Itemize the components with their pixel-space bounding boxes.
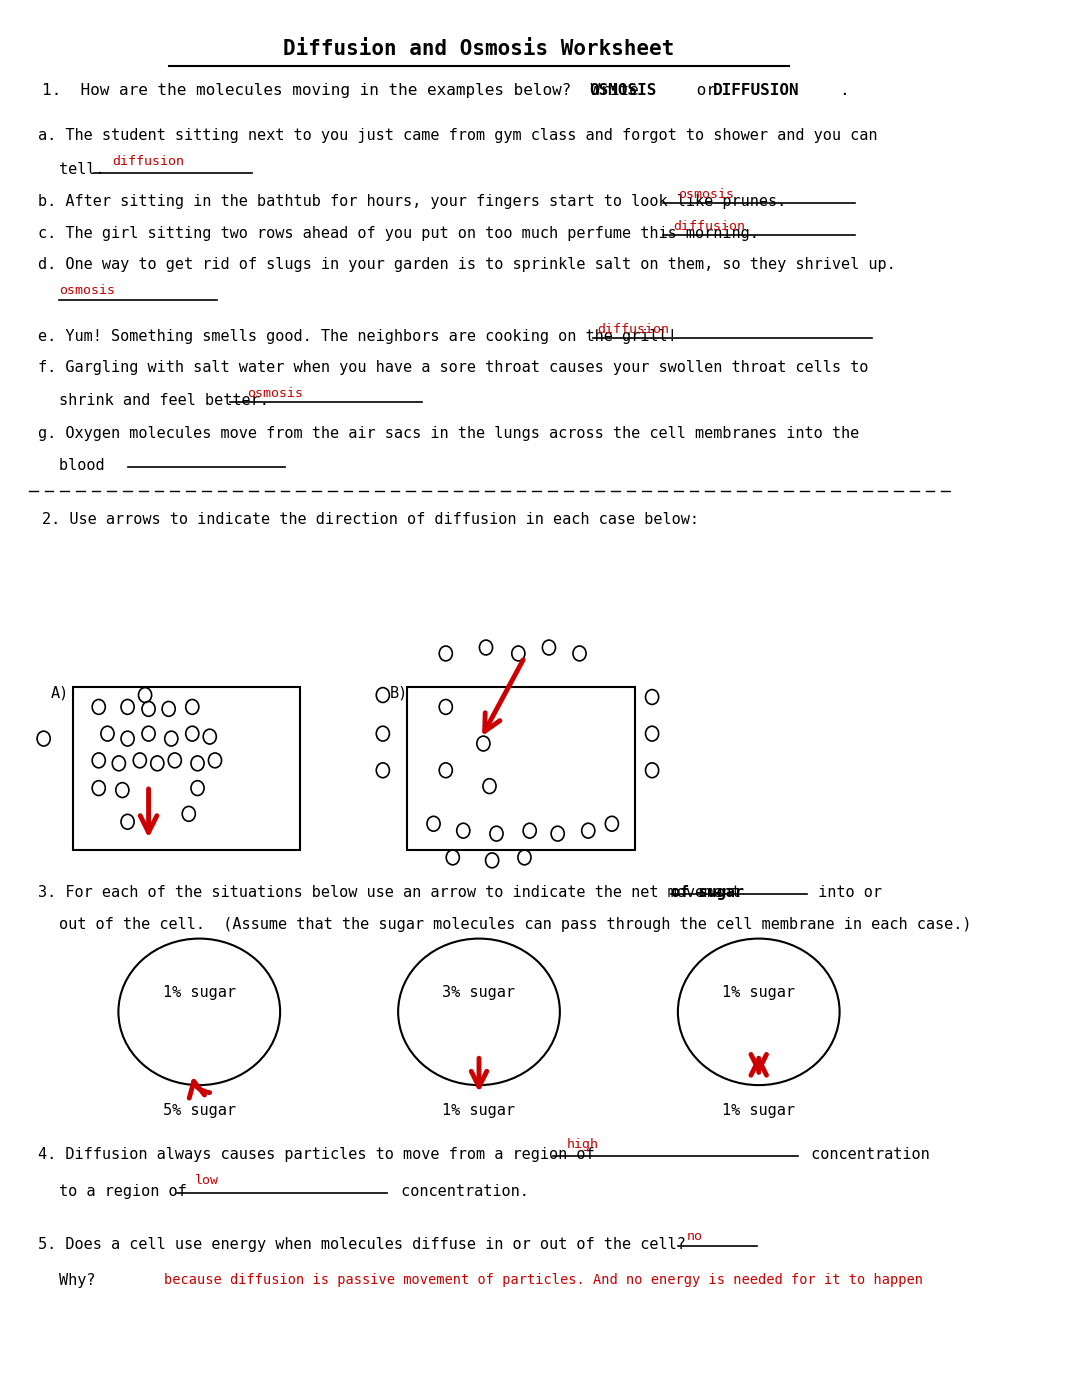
Text: e. Yum! Something smells good. The neighbors are cooking on the grill!: e. Yum! Something smells good. The neigh… — [38, 328, 694, 344]
Text: 5% sugar: 5% sugar — [163, 1104, 235, 1118]
Text: 3. For each of the situations below use an arrow to indicate the net movement: 3. For each of the situations below use … — [38, 886, 750, 900]
Text: no: no — [687, 1229, 703, 1243]
Ellipse shape — [399, 939, 559, 1085]
Text: to a region of: to a region of — [59, 1185, 197, 1199]
Text: osmosis: osmosis — [678, 189, 734, 201]
Text: Why?: Why? — [59, 1273, 96, 1288]
Text: blood: blood — [59, 458, 123, 474]
Text: diffusion: diffusion — [597, 323, 669, 335]
Bar — [72, 687, 300, 851]
Text: .: . — [839, 84, 849, 98]
Text: DIFFUSION: DIFFUSION — [713, 84, 800, 98]
Text: low: low — [194, 1175, 219, 1187]
Text: shrink and feel better.: shrink and feel better. — [59, 393, 287, 408]
Text: 1% sugar: 1% sugar — [163, 985, 235, 999]
Ellipse shape — [119, 939, 280, 1085]
Text: B): B) — [390, 685, 408, 700]
Text: A): A) — [51, 685, 69, 700]
Text: because diffusion is passive movement of particles. And no energy is needed for : because diffusion is passive movement of… — [164, 1273, 923, 1287]
Text: f. Gargling with salt water when you have a sore throat causes your swollen thro: f. Gargling with salt water when you hav… — [38, 360, 868, 376]
Text: OSMOSIS: OSMOSIS — [590, 84, 657, 98]
Text: 4. Diffusion always causes particles to move from a region of: 4. Diffusion always causes particles to … — [38, 1147, 604, 1162]
Text: into or: into or — [809, 886, 882, 900]
Bar — [407, 687, 635, 851]
Text: g. Oxygen molecules move from the air sacs in the lungs across the cell membrane: g. Oxygen molecules move from the air sa… — [38, 426, 859, 440]
Text: Diffusion and Osmosis Worksheet: Diffusion and Osmosis Worksheet — [283, 39, 675, 59]
Text: concentration.: concentration. — [392, 1185, 528, 1199]
Text: 1% sugar: 1% sugar — [723, 1104, 795, 1118]
Text: out of the cell.  (Assume that the sugar molecules can pass through the cell mem: out of the cell. (Assume that the sugar … — [59, 916, 972, 932]
Ellipse shape — [678, 939, 839, 1085]
Text: b. After sitting in the bathtub for hours, your fingers start to look like prune: b. After sitting in the bathtub for hour… — [38, 194, 804, 210]
Text: a. The student sitting next to you just came from gym class and forgot to shower: a. The student sitting next to you just … — [38, 127, 877, 142]
Text: diffusion: diffusion — [112, 155, 184, 169]
Text: of sugar: of sugar — [672, 886, 744, 900]
Text: high: high — [566, 1137, 598, 1151]
Text: diffusion: diffusion — [673, 219, 745, 233]
Text: c. The girl sitting two rows ahead of you put on too much perfume this morning.: c. The girl sitting two rows ahead of yo… — [38, 226, 758, 240]
Text: osmosis: osmosis — [59, 284, 116, 298]
Text: osmosis: osmosis — [247, 387, 303, 400]
Text: or: or — [687, 84, 726, 98]
Text: tell.: tell. — [59, 162, 123, 177]
Text: d. One way to get rid of slugs in your garden is to sprinkle salt on them, so th: d. One way to get rid of slugs in your g… — [38, 257, 895, 272]
Text: 1.  How are the molecules moving in the examples below?  Write: 1. How are the molecules moving in the e… — [42, 84, 648, 98]
Text: concentration: concentration — [802, 1147, 930, 1162]
Text: 5. Does a cell use energy when molecules diffuse in or out of the cell?: 5. Does a cell use energy when molecules… — [38, 1236, 704, 1252]
Text: 2. Use arrows to indicate the direction of diffusion in each case below:: 2. Use arrows to indicate the direction … — [42, 511, 699, 527]
Text: 1% sugar: 1% sugar — [723, 985, 795, 999]
Text: 3% sugar: 3% sugar — [443, 985, 515, 999]
Text: 1% sugar: 1% sugar — [443, 1104, 515, 1118]
